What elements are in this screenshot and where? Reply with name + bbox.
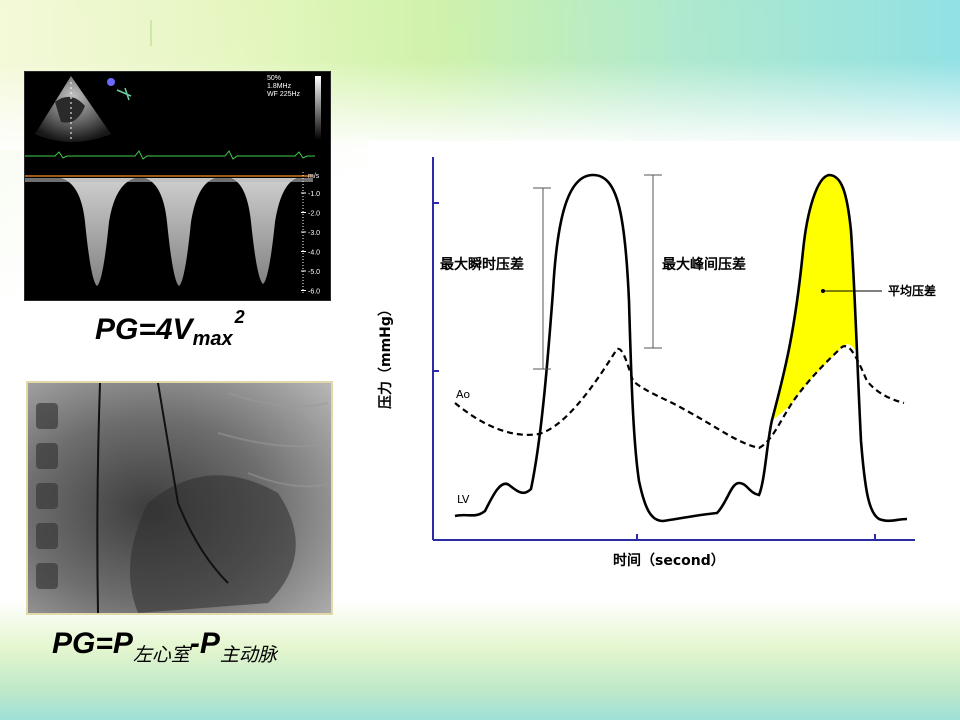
background-bottom-band bbox=[0, 600, 960, 720]
background-stripe bbox=[150, 20, 152, 46]
echo-doppler-image: 50% 1.8MHz WF 225Hz m/s -1.0 -2.0 -3.0 -4.0… bbox=[24, 71, 331, 301]
grayscale-bar bbox=[315, 76, 321, 140]
catheter-wire-2 bbox=[157, 383, 229, 584]
annotation-peak-instantaneous: 最大瞬时压差 bbox=[440, 256, 524, 273]
annotation-peak-to-peak: 最大峰间压差 bbox=[662, 256, 746, 273]
legend-ao: Ao bbox=[456, 388, 470, 401]
doppler-cursor-icon bbox=[107, 78, 132, 101]
velocity-axis-unit: m/s bbox=[308, 173, 320, 180]
formula-pressure-gradient-catheter: PG=P左心室-P主动脉 bbox=[52, 627, 277, 667]
echo-setting-filter: WF 225Hz bbox=[267, 91, 301, 98]
formula1-main: PG=4V bbox=[95, 313, 193, 346]
x-axis-label: 时间（second） bbox=[613, 552, 725, 569]
angiography-xray-image bbox=[26, 381, 333, 615]
bracket-peak-instantaneous bbox=[533, 187, 551, 370]
formula2-part1: PG=P bbox=[52, 627, 133, 660]
annotation-mean-gradient: 平均压差 bbox=[888, 283, 936, 298]
formula1-superscript: 2 bbox=[234, 307, 245, 327]
series-lv-curve bbox=[454, 173, 908, 523]
doppler-spectral-jets bbox=[25, 178, 313, 286]
bracket-peak-to-peak bbox=[644, 174, 662, 349]
heart-shadow bbox=[130, 475, 296, 613]
velocity-axis-ticks: -1.0 -2.0 -3.0 -4.0 -5.0 -6.0 bbox=[301, 191, 320, 296]
formula-pressure-gradient-bernoulli: PG=4Vmax2 bbox=[95, 307, 245, 351]
catheter-wire bbox=[96, 383, 101, 613]
mean-gradient-area bbox=[772, 175, 856, 420]
pressure-gradient-diagram: 最大瞬时压差 最大峰间压差 平均压差 Ao LV 时间（second） 压力（m… bbox=[367, 141, 960, 600]
formula2-part2: -P bbox=[189, 627, 220, 660]
formula1-subscript: max bbox=[192, 328, 233, 350]
formula2-sub-aorta: 主动脉 bbox=[219, 644, 277, 666]
velocity-tick-label: -5.0 bbox=[308, 269, 320, 276]
legend-lv: LV bbox=[457, 493, 470, 506]
velocity-tick-label: -3.0 bbox=[308, 230, 320, 237]
echo-sector-view bbox=[35, 76, 111, 142]
ecg-trace bbox=[25, 150, 315, 160]
series-ao-curve bbox=[454, 345, 905, 450]
mean-gradient-dot bbox=[821, 289, 825, 293]
velocity-tick-label: -4.0 bbox=[308, 250, 320, 257]
velocity-tick-label: -2.0 bbox=[308, 211, 320, 218]
velocity-tick-label: -1.0 bbox=[308, 191, 320, 198]
y-axis-label: 压力（mmHg） bbox=[377, 302, 394, 409]
rib-lines bbox=[217, 392, 331, 488]
formula2-sub-left-ventricle: 左心室 bbox=[132, 644, 190, 666]
velocity-tick-label: -6.0 bbox=[308, 289, 320, 296]
echo-setting-gain: 50% bbox=[267, 75, 281, 82]
echo-setting-frequency: 1.8MHz bbox=[267, 83, 292, 90]
spine-vertebrae bbox=[36, 403, 58, 589]
